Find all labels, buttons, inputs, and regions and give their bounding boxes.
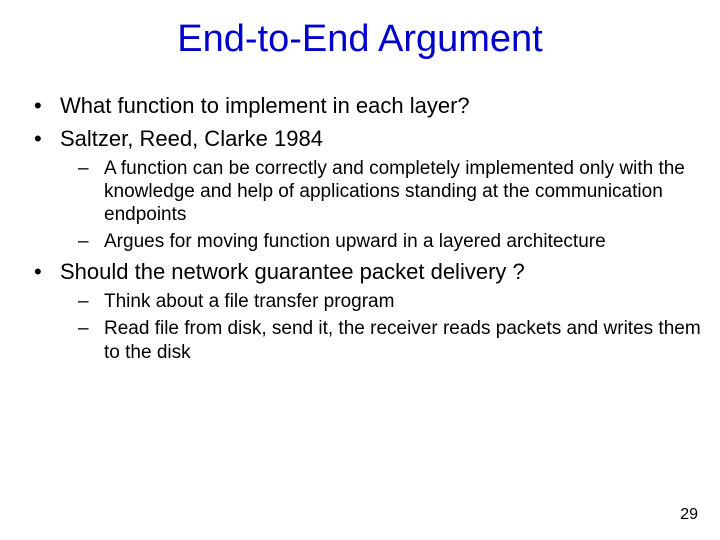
sub-bullet-item: Argues for moving function upward in a l…	[60, 230, 702, 253]
sub-bullet-text: Argues for moving function upward in a l…	[104, 231, 606, 252]
slide: End-to-End Argument What function to imp…	[0, 0, 720, 540]
slide-body: What function to implement in each layer…	[0, 71, 720, 364]
sub-bullet-item: Think about a file transfer program	[60, 290, 702, 313]
sub-bullet-text: Think about a file transfer program	[104, 291, 394, 312]
sub-bullet-text: A function can be correctly and complete…	[104, 158, 685, 225]
bullet-text: Should the network guarantee packet deli…	[60, 259, 525, 284]
sub-bullet-list: Think about a file transfer program Read…	[60, 290, 702, 364]
bullet-item: Saltzer, Reed, Clarke 1984 A function ca…	[18, 126, 702, 254]
bullet-item: What function to implement in each layer…	[18, 93, 702, 120]
bullet-text: What function to implement in each layer…	[60, 93, 470, 118]
slide-title: End-to-End Argument	[0, 0, 720, 71]
bullet-text: Saltzer, Reed, Clarke 1984	[60, 126, 323, 151]
sub-bullet-text: Read file from disk, send it, the receiv…	[104, 318, 701, 362]
sub-bullet-item: A function can be correctly and complete…	[60, 157, 702, 227]
page-number: 29	[680, 506, 698, 524]
sub-bullet-list: A function can be correctly and complete…	[60, 157, 702, 254]
bullet-item: Should the network guarantee packet deli…	[18, 259, 702, 363]
sub-bullet-item: Read file from disk, send it, the receiv…	[60, 317, 702, 363]
bullet-list: What function to implement in each layer…	[18, 93, 702, 364]
